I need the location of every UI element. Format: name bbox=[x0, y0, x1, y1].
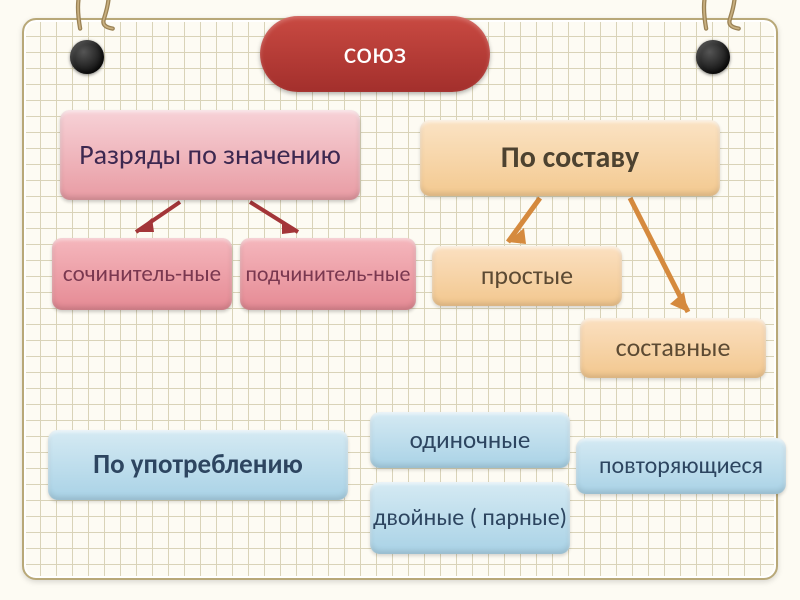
by-usage-box: По употреблению bbox=[48, 430, 348, 500]
simple-box: простые bbox=[432, 246, 622, 306]
coordinating-box: сочинитель-ные bbox=[52, 238, 232, 310]
repeating-box: повторяющиеся bbox=[576, 438, 786, 494]
by-structure-box: По составу bbox=[420, 120, 720, 196]
hole-right bbox=[696, 40, 730, 74]
title-box: союз bbox=[260, 16, 490, 92]
double-box: двойные ( парные) bbox=[370, 482, 570, 554]
ring-left bbox=[58, 0, 128, 32]
single-box: одиночные bbox=[370, 412, 570, 468]
compound-box: составные bbox=[580, 318, 766, 378]
by-meaning-box: Разряды по значению bbox=[60, 110, 360, 200]
ring-right bbox=[684, 0, 754, 32]
subordinating-box: подчинитель-ные bbox=[240, 238, 416, 310]
hole-left bbox=[70, 40, 104, 74]
